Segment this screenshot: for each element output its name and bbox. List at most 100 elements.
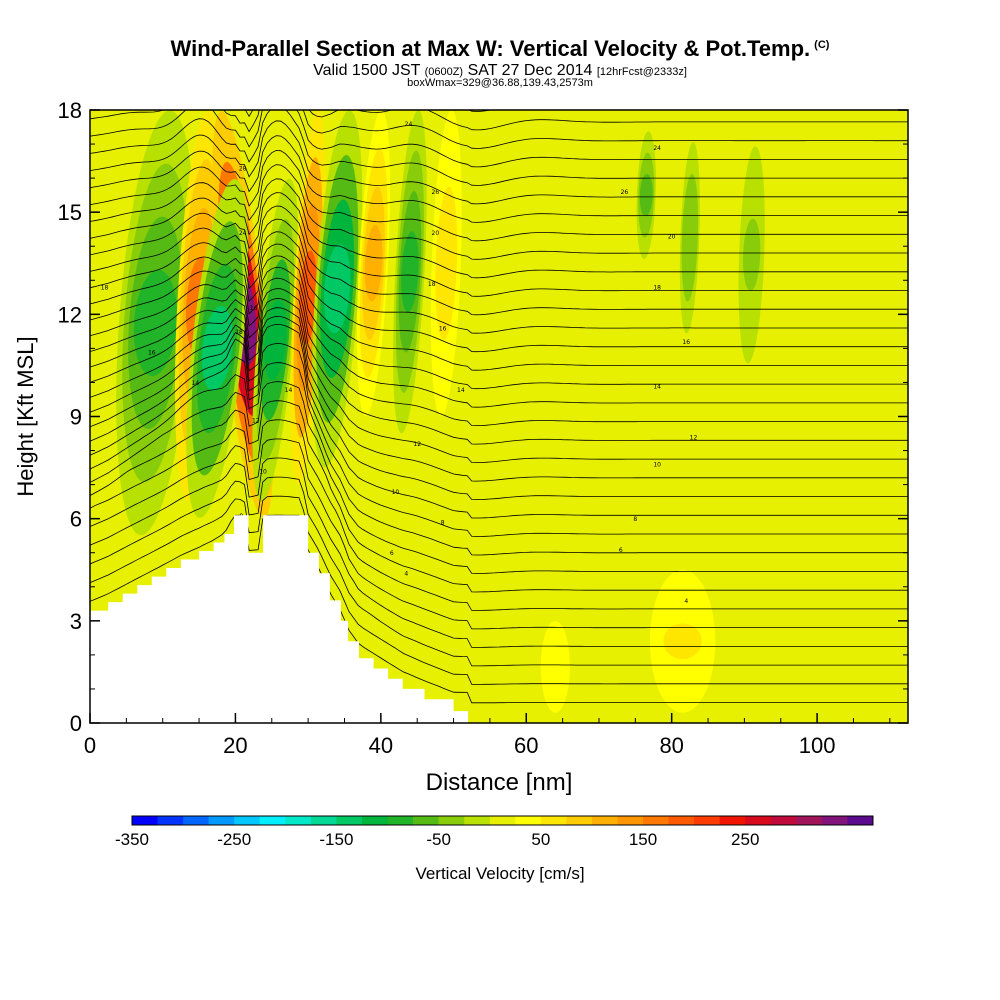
y-tick-label: 6	[70, 507, 82, 532]
colorbar-swatch	[643, 816, 670, 825]
colorbar-swatch	[847, 816, 874, 825]
velocity-band-level	[546, 655, 564, 679]
contour-label: 28	[239, 165, 247, 172]
contour-label: 26	[432, 189, 440, 196]
theta-contour	[244, 110, 908, 131]
colorbar-swatch	[387, 816, 414, 825]
theta-contour	[90, 266, 908, 408]
theta-contour	[90, 255, 908, 390]
theta-contour	[90, 298, 908, 464]
velocity-band-level	[663, 623, 702, 660]
x-tick-label: 0	[84, 733, 96, 758]
velocity-band-level	[201, 306, 233, 391]
contour-label: 14	[285, 387, 293, 394]
colorbar-swatch	[183, 816, 210, 825]
contour-label: 10	[259, 468, 267, 475]
contour-label: 18	[428, 281, 436, 288]
contour-label: 14	[457, 387, 465, 394]
terrain	[90, 515, 908, 723]
colorbar-swatch	[285, 816, 312, 825]
theta-contour	[90, 495, 908, 685]
theta-contour	[90, 476, 908, 667]
colorbar-swatch	[566, 816, 593, 825]
theta-contour	[90, 120, 908, 205]
colorbar-swatch	[464, 816, 491, 825]
y-tick-label: 18	[58, 98, 82, 123]
colorbar-swatch	[413, 816, 440, 825]
theta-contour	[90, 218, 908, 334]
theta-contour	[90, 438, 908, 630]
y-tick-label: 12	[58, 302, 82, 327]
colorbar-tick-label: -50	[426, 830, 451, 849]
contour-label: 20	[668, 234, 676, 241]
theta-contour	[90, 110, 908, 168]
theta-contour	[90, 27, 908, 93]
colorbar-swatch	[336, 816, 363, 825]
colorbar-swatch	[770, 816, 797, 825]
velocity-band-12	[678, 110, 702, 366]
colorbar-swatch	[719, 816, 746, 825]
theta-contour	[90, 149, 908, 242]
theta-contour	[90, 400, 908, 593]
theta-contour	[90, 381, 908, 574]
theta-contour	[90, 419, 908, 611]
velocity-band-8	[393, 110, 427, 434]
theta-contour	[90, 514, 908, 704]
colorbar-swatch	[821, 816, 848, 825]
colorbar-swatch	[540, 816, 567, 825]
theta-contour	[90, 110, 908, 149]
theta-contour	[90, 178, 908, 279]
colorbar-swatch	[132, 816, 159, 825]
colorbar-tick-label: -350	[115, 830, 149, 849]
velocity-band-level	[437, 224, 455, 302]
theta-contour	[90, 307, 908, 482]
colorbar-tick-label: 50	[531, 830, 550, 849]
theta-contour	[90, 288, 908, 445]
colorbar-swatch	[310, 816, 337, 825]
y-tick-label: 15	[58, 200, 82, 225]
contour-label: 16	[439, 325, 447, 332]
velocity-band-10	[540, 620, 570, 713]
colorbar-swatch	[157, 816, 184, 825]
colorbar-swatch	[591, 816, 618, 825]
colorbar-swatch	[796, 816, 823, 825]
theta-contour	[90, 164, 908, 260]
contour-label: 16	[250, 305, 258, 312]
contour-label: 6	[390, 550, 394, 557]
contour-label: 4	[684, 598, 688, 605]
colorbar-swatch	[489, 816, 516, 825]
valid-utc: (0600Z)	[424, 66, 464, 78]
velocity-band-level	[743, 218, 761, 291]
contour-label: 12	[690, 434, 698, 441]
theta-contour	[90, 315, 908, 501]
colorbar-swatch	[745, 816, 772, 825]
theta-contour	[90, 323, 908, 519]
velocity-band-7	[356, 110, 391, 417]
x-tick-label: 100	[799, 733, 836, 758]
colorbar-swatch	[694, 816, 721, 825]
x-tick-label: 80	[659, 733, 683, 758]
contour-label: 8	[441, 520, 445, 527]
colorbar-swatch	[515, 816, 542, 825]
theta-contour	[90, 110, 908, 186]
velocity-band-level	[639, 173, 653, 217]
colorbar-swatch	[361, 816, 389, 825]
chart-title: Wind-Parallel Section at Max W: Vertical…	[0, 36, 1000, 62]
contour-label: 12	[252, 417, 260, 424]
contour-label: 18	[235, 329, 243, 336]
valid-time: Valid 1500 JST	[313, 62, 421, 79]
x-tick-label: 20	[223, 733, 247, 758]
contour-label: 10	[653, 462, 661, 469]
y-axis-label: Height [Kft MSL]	[13, 336, 38, 496]
y-tick-label: 9	[70, 405, 82, 430]
velocity-band-level	[264, 299, 287, 381]
theta-contour	[90, 243, 908, 371]
x-tick-label: 60	[514, 733, 538, 758]
contour-label: 16	[682, 339, 690, 346]
theta-contour	[90, 135, 908, 223]
theta-contour	[90, 205, 908, 316]
theta-contour	[90, 362, 908, 556]
theta-contour	[90, 457, 908, 648]
contour-label: 4	[404, 571, 408, 578]
